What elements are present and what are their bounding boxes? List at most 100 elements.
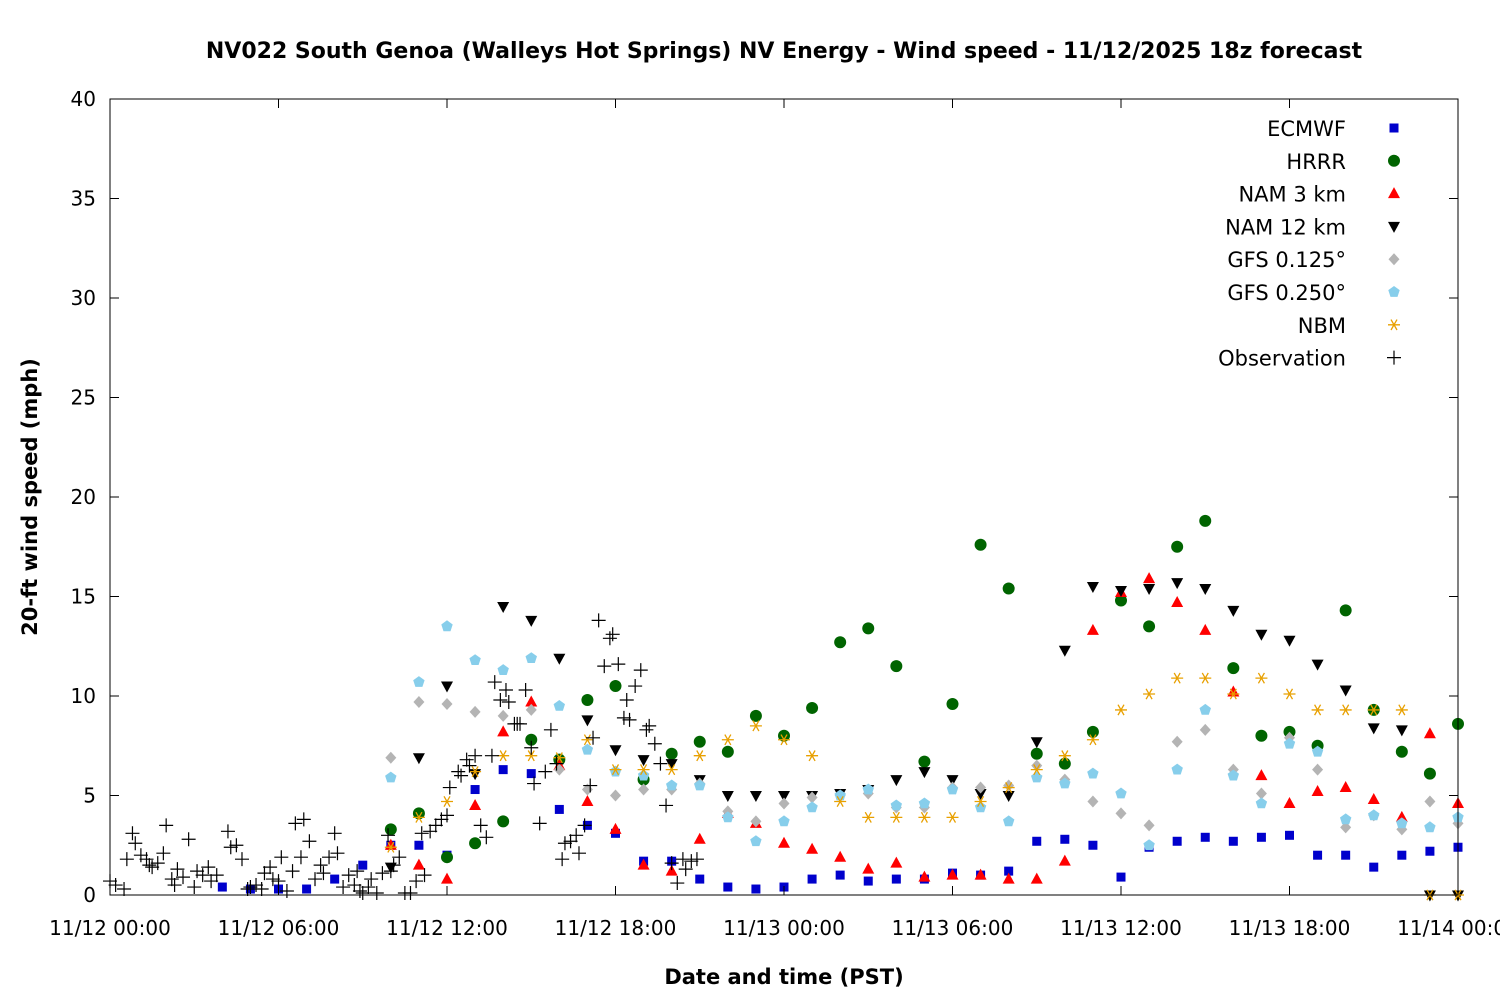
- data-point: [125, 826, 140, 841]
- data-point: [1283, 796, 1296, 808]
- data-point: [1368, 809, 1380, 821]
- data-point: [622, 712, 637, 727]
- data-point: [678, 862, 693, 877]
- data-point: [150, 856, 165, 871]
- data-point: [1367, 723, 1380, 735]
- data-point: [862, 862, 875, 874]
- data-point: [361, 880, 376, 895]
- data-point: [1199, 703, 1211, 715]
- data-point: [609, 745, 622, 757]
- data-point: [1171, 578, 1184, 590]
- legend-marker: [1387, 350, 1401, 365]
- data-point: [778, 791, 790, 802]
- data-point: [527, 776, 542, 791]
- data-point: [454, 768, 469, 783]
- series-hrrr: [384, 514, 1464, 864]
- data-point: [513, 716, 528, 731]
- data-point: [462, 758, 477, 773]
- data-point: [609, 764, 622, 776]
- data-point: [665, 747, 678, 760]
- data-point: [497, 750, 510, 762]
- data-point: [665, 759, 678, 771]
- data-point: [423, 824, 438, 839]
- data-point: [302, 884, 312, 894]
- series-nbm: [384, 672, 1464, 901]
- data-point: [778, 729, 790, 742]
- data-point: [524, 740, 539, 755]
- data-point: [1143, 688, 1156, 700]
- data-point: [497, 815, 510, 828]
- data-point: [694, 779, 706, 791]
- data-point: [1283, 737, 1296, 749]
- data-point: [1340, 821, 1352, 834]
- data-point: [296, 812, 311, 827]
- data-point: [532, 816, 547, 831]
- data-point: [807, 874, 817, 884]
- data-point: [441, 681, 453, 693]
- data-point: [619, 692, 634, 707]
- data-point: [139, 852, 154, 867]
- data-point: [468, 748, 483, 763]
- data-point: [1059, 777, 1071, 789]
- data-point: [1171, 595, 1184, 607]
- x-tick-label: 11/12 18:00: [555, 916, 677, 940]
- data-point: [664, 856, 679, 871]
- legend-marker: [1388, 286, 1400, 297]
- data-point: [441, 697, 453, 710]
- data-point: [1367, 704, 1380, 716]
- data-point: [1311, 745, 1324, 757]
- data-point: [428, 818, 443, 833]
- data-point: [209, 868, 224, 883]
- data-point: [639, 722, 654, 737]
- data-point: [1031, 759, 1043, 772]
- data-point: [555, 852, 570, 867]
- data-point: [633, 663, 648, 678]
- y-tick-label: 25: [71, 386, 96, 410]
- data-point: [249, 878, 264, 893]
- data-point: [1199, 723, 1211, 736]
- y-tick-label: 20: [71, 485, 96, 509]
- data-point: [271, 874, 286, 889]
- data-point: [975, 781, 987, 794]
- data-point: [890, 775, 903, 787]
- legend-label: ECMWF: [1267, 117, 1346, 141]
- data-point: [553, 752, 566, 764]
- data-point: [470, 785, 480, 795]
- data-point: [1395, 725, 1408, 737]
- data-point: [229, 838, 244, 853]
- data-point: [265, 872, 280, 887]
- data-point: [891, 874, 901, 884]
- data-point: [497, 725, 510, 737]
- data-point: [946, 868, 959, 880]
- data-point: [647, 736, 662, 751]
- data-point: [1424, 821, 1436, 833]
- data-point: [670, 876, 685, 891]
- x-tick-label: 11/12 06:00: [218, 916, 340, 940]
- data-point: [834, 636, 847, 649]
- data-point: [638, 783, 650, 796]
- data-point: [285, 864, 300, 879]
- data-point: [316, 866, 331, 881]
- chart-title: NV022 South Genoa (Walleys Hot Springs) …: [206, 39, 1363, 64]
- data-point: [1339, 781, 1352, 793]
- y-tick-label: 0: [83, 883, 96, 907]
- data-point: [1030, 764, 1043, 776]
- data-point: [834, 850, 847, 862]
- data-point: [1395, 745, 1408, 758]
- data-point: [159, 818, 174, 833]
- data-point: [263, 860, 278, 875]
- data-point: [142, 858, 157, 873]
- data-point: [1227, 662, 1240, 675]
- data-point: [602, 631, 617, 646]
- data-point: [347, 878, 362, 893]
- data-point: [1003, 815, 1015, 827]
- y-axis: 0 5 10 15 20 25 30 35 40: [71, 87, 1458, 907]
- data-point: [581, 794, 594, 806]
- data-point: [497, 709, 509, 722]
- data-point: [1256, 832, 1266, 842]
- data-point: [352, 884, 367, 899]
- data-point: [441, 795, 453, 807]
- data-point: [364, 872, 379, 887]
- data-point: [451, 764, 466, 779]
- data-point: [1341, 850, 1351, 860]
